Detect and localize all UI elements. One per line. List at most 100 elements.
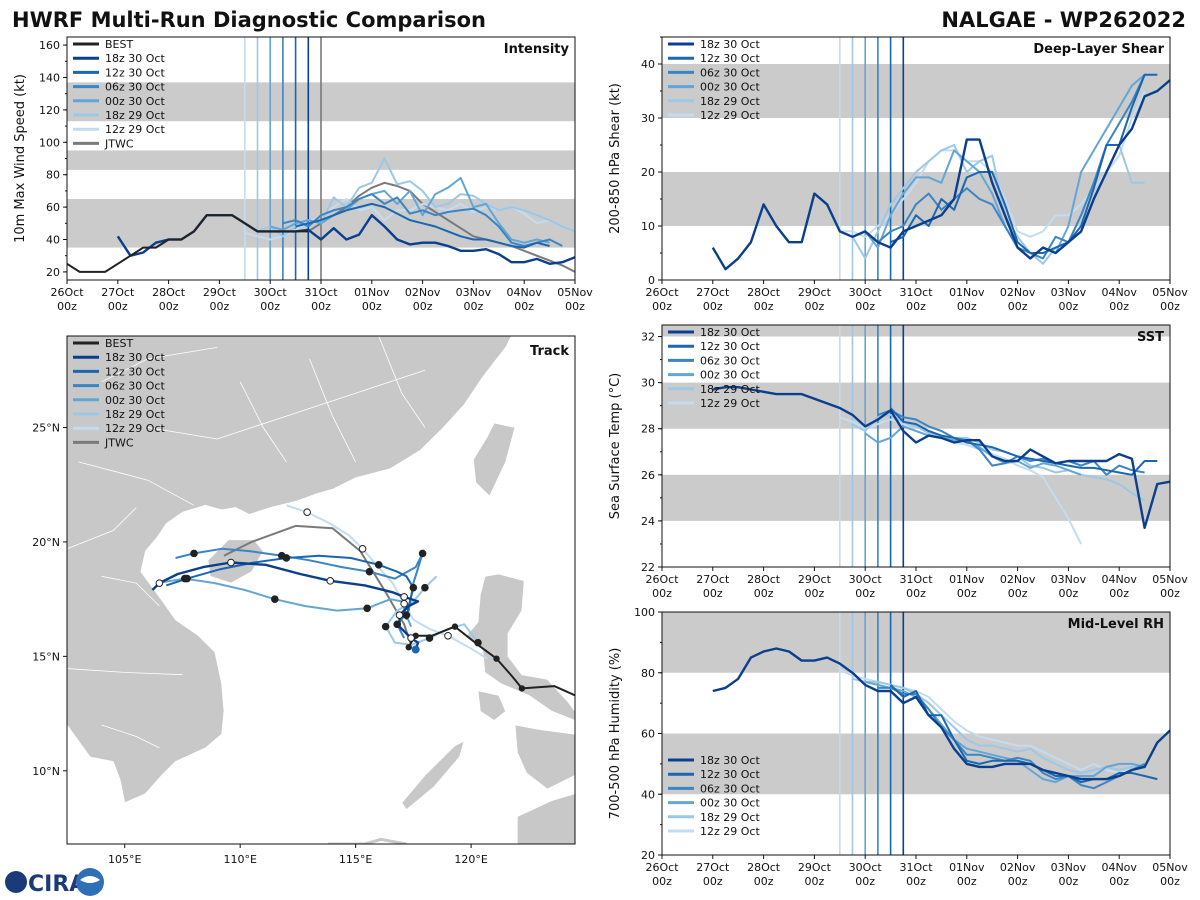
x-tick-label-hour: 00z bbox=[652, 587, 672, 600]
lat-tick-label: 10°N bbox=[32, 765, 60, 778]
x-tick-label-hour: 00z bbox=[1008, 300, 1028, 313]
legend-label-06z-30-oct: 06z 30 Oct bbox=[700, 354, 760, 367]
x-tick-label: 04Nov bbox=[1101, 573, 1137, 586]
x-tick-label: 28Oct bbox=[747, 861, 781, 874]
x-tick-label: 05Nov bbox=[1152, 861, 1188, 874]
x-tick-label-hour: 00z bbox=[210, 300, 230, 313]
track-marker-00z-30-oct bbox=[271, 595, 279, 603]
y-axis-label: 200-850 hPa Shear (kt) bbox=[608, 83, 623, 234]
x-tick-label-hour: 00z bbox=[159, 300, 179, 313]
y-tick-label: 160 bbox=[39, 39, 60, 52]
series-line-06z-30-oct bbox=[282, 193, 563, 247]
x-tick-label: 30Oct bbox=[254, 286, 288, 299]
track-marker-12z-29-oct bbox=[400, 599, 408, 608]
x-tick-label: 27Oct bbox=[696, 286, 730, 299]
legend-label-18z-30-oct: 18z 30 Oct bbox=[105, 351, 165, 364]
x-tick-label: 03Nov bbox=[1051, 861, 1087, 874]
y-axis-label: Sea Surface Temp (°C) bbox=[608, 373, 623, 520]
x-tick-label: 28Oct bbox=[747, 573, 781, 586]
legend-label-18z-30-oct: 18z 30 Oct bbox=[700, 754, 760, 767]
track-line-18z-30-oct bbox=[151, 561, 420, 650]
series-line-best bbox=[66, 214, 309, 273]
x-tick-label: 29Oct bbox=[798, 861, 832, 874]
track-marker-best bbox=[493, 655, 500, 662]
x-tick-label-hour: 00z bbox=[1109, 875, 1129, 888]
x-tick-label-hour: 00z bbox=[362, 300, 382, 313]
track-marker-best bbox=[518, 685, 526, 692]
legend-label-00z-30-oct: 00z 30 Oct bbox=[700, 797, 760, 810]
track-marker-18z-30-oct bbox=[155, 579, 164, 587]
legend-label-18z-30-oct: 18z 30 Oct bbox=[105, 52, 165, 65]
lon-tick-label: 120°E bbox=[454, 853, 487, 866]
y-tick-label: 20 bbox=[46, 266, 60, 279]
shaded-band bbox=[662, 474, 1170, 521]
y-tick-label: 0 bbox=[648, 274, 655, 287]
y-axis-label: 10m Max Wind Speed (kt) bbox=[13, 74, 28, 243]
y-tick-label: 40 bbox=[641, 788, 655, 801]
x-tick-label-hour: 00z bbox=[957, 300, 977, 313]
lon-tick-label: 110°E bbox=[223, 853, 256, 866]
legend-label-18z-29-oct: 18z 29 Oct bbox=[700, 811, 760, 824]
series-line-12z-30-oct bbox=[295, 202, 550, 249]
lon-tick-label: 105°E bbox=[108, 853, 141, 866]
political-border bbox=[147, 369, 426, 440]
x-tick-label: 27Oct bbox=[696, 573, 730, 586]
x-tick-label: 02Nov bbox=[1000, 286, 1036, 299]
x-tick-label: 01Nov bbox=[949, 573, 985, 586]
x-tick-label: 01Nov bbox=[949, 286, 985, 299]
storm-title: NALGAE - WP262022 bbox=[941, 8, 1186, 32]
legend-label-18z-29-oct: 18z 29 Oct bbox=[105, 109, 165, 122]
series-line-00z-30-oct bbox=[864, 425, 1082, 476]
y-tick-label: 32 bbox=[641, 331, 655, 344]
x-tick-label-hour: 00z bbox=[957, 587, 977, 600]
shear-panel: 26Oct00z27Oct00z28Oct00z29Oct00z30Oct00z… bbox=[608, 36, 1188, 313]
track-marker-18z-30-oct bbox=[395, 611, 404, 619]
sst-panel: 26Oct00z27Oct00z28Oct00z29Oct00z30Oct00z… bbox=[608, 324, 1188, 600]
y-tick-label: 22 bbox=[641, 561, 655, 574]
x-tick-label: 29Oct bbox=[798, 286, 832, 299]
track-marker-18z-29-oct bbox=[425, 634, 434, 642]
track-marker-12z-30-oct bbox=[374, 561, 383, 569]
track-marker-06z-30-oct bbox=[393, 620, 402, 629]
y-tick-label: 24 bbox=[641, 515, 655, 528]
legend-label-12z-30-oct: 12z 30 Oct bbox=[700, 768, 760, 781]
x-tick-label-hour: 00z bbox=[1059, 587, 1079, 600]
mainland-landmass bbox=[67, 336, 575, 804]
legend-label-00z-30-oct: 00z 30 Oct bbox=[105, 394, 165, 407]
track-marker-00z-30-oct bbox=[363, 604, 371, 613]
series-line-18z-30-oct bbox=[712, 386, 1171, 529]
legend-label-18z-29-oct: 18z 29 Oct bbox=[700, 95, 760, 108]
x-tick-label-hour: 00z bbox=[754, 300, 774, 313]
globe-icon bbox=[5, 871, 27, 893]
x-tick-label-hour: 00z bbox=[703, 300, 723, 313]
y-tick-label: 80 bbox=[641, 667, 655, 680]
x-tick-label: 30Oct bbox=[849, 573, 883, 586]
x-tick-label-hour: 00z bbox=[855, 300, 875, 313]
series-line-12z-29-oct bbox=[244, 198, 576, 241]
x-tick-label-hour: 00z bbox=[906, 300, 926, 313]
x-tick-label-hour: 00z bbox=[108, 300, 128, 313]
y-tick-label: 120 bbox=[39, 104, 60, 117]
x-tick-label: 05Nov bbox=[1152, 286, 1188, 299]
legend-label-12z-29-oct: 12z 29 Oct bbox=[700, 397, 760, 410]
x-tick-label: 26Oct bbox=[50, 286, 84, 299]
y-tick-label: 80 bbox=[46, 169, 60, 182]
x-tick-label-hour: 00z bbox=[754, 587, 774, 600]
track-marker-00z-30-oct bbox=[402, 611, 411, 619]
land-layer bbox=[67, 336, 575, 844]
x-tick-label: 02Nov bbox=[1000, 573, 1036, 586]
x-tick-label-hour: 00z bbox=[1059, 300, 1079, 313]
track-marker-12z-29-oct bbox=[444, 631, 452, 640]
x-tick-label-hour: 00z bbox=[754, 875, 774, 888]
y-tick-label: 40 bbox=[641, 58, 655, 71]
y-tick-label: 28 bbox=[641, 423, 655, 436]
x-tick-label-hour: 00z bbox=[413, 300, 433, 313]
x-tick-label: 04Nov bbox=[1101, 286, 1137, 299]
y-tick-label: 100 bbox=[634, 606, 655, 619]
political-border bbox=[239, 381, 287, 463]
x-tick-label-hour: 00z bbox=[1160, 300, 1180, 313]
shaded-band bbox=[662, 64, 1170, 118]
series-line-12z-30-oct bbox=[889, 407, 1158, 476]
rh-panel: 26Oct00z27Oct00z28Oct00z29Oct00z30Oct00z… bbox=[608, 606, 1188, 888]
x-tick-label: 02Nov bbox=[1000, 861, 1036, 874]
